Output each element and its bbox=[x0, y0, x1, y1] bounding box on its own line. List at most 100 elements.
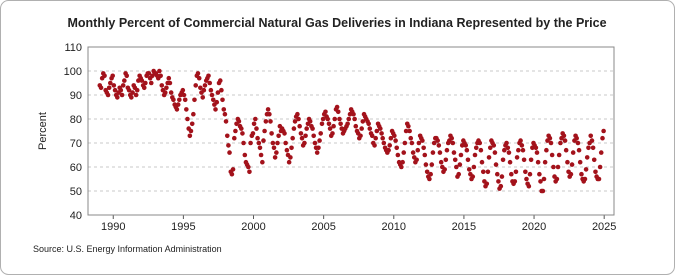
point bbox=[542, 159, 548, 165]
point bbox=[395, 152, 401, 158]
point bbox=[502, 147, 507, 153]
point bbox=[561, 133, 567, 139]
point bbox=[534, 150, 540, 155]
point bbox=[582, 176, 588, 182]
point bbox=[193, 83, 199, 88]
point bbox=[166, 75, 172, 81]
point bbox=[102, 73, 107, 79]
point bbox=[233, 128, 238, 134]
point bbox=[198, 85, 203, 91]
point bbox=[299, 135, 305, 141]
point bbox=[544, 147, 549, 153]
point bbox=[540, 188, 546, 194]
point bbox=[414, 157, 419, 163]
point bbox=[499, 174, 505, 179]
point bbox=[327, 126, 333, 131]
point bbox=[181, 92, 187, 98]
point bbox=[565, 159, 570, 165]
point bbox=[202, 83, 208, 88]
point bbox=[429, 162, 435, 167]
point bbox=[380, 135, 386, 141]
point bbox=[556, 152, 562, 158]
point bbox=[162, 90, 168, 95]
point bbox=[290, 135, 295, 141]
point bbox=[401, 150, 407, 155]
point bbox=[251, 121, 257, 127]
point bbox=[379, 131, 384, 136]
point bbox=[112, 87, 118, 93]
point bbox=[240, 131, 245, 136]
point bbox=[164, 85, 169, 91]
point bbox=[338, 121, 343, 127]
point bbox=[214, 99, 220, 105]
point bbox=[579, 171, 584, 177]
point bbox=[507, 159, 513, 165]
point bbox=[283, 140, 288, 146]
point bbox=[491, 143, 497, 148]
point bbox=[588, 133, 594, 139]
point bbox=[591, 157, 597, 163]
point bbox=[479, 159, 485, 165]
point bbox=[271, 145, 277, 151]
source-note: Source: U.S. Energy Information Administ… bbox=[33, 244, 222, 254]
point bbox=[416, 140, 422, 146]
point bbox=[187, 133, 193, 139]
point bbox=[353, 123, 359, 129]
point bbox=[437, 150, 443, 155]
point bbox=[601, 128, 606, 134]
point bbox=[586, 145, 591, 151]
point bbox=[449, 135, 455, 141]
point bbox=[478, 147, 484, 153]
point bbox=[171, 97, 176, 103]
point bbox=[487, 145, 493, 151]
point bbox=[209, 92, 215, 98]
point bbox=[304, 126, 309, 131]
point bbox=[494, 171, 500, 177]
point bbox=[184, 107, 189, 112]
point bbox=[139, 78, 145, 83]
point bbox=[307, 119, 313, 124]
point bbox=[158, 73, 163, 79]
point bbox=[250, 131, 256, 136]
point bbox=[486, 155, 492, 160]
point bbox=[563, 147, 569, 153]
point bbox=[229, 171, 235, 177]
point bbox=[254, 126, 259, 131]
point bbox=[477, 140, 483, 146]
point bbox=[220, 97, 225, 103]
point bbox=[472, 152, 478, 158]
point bbox=[516, 147, 521, 153]
point bbox=[409, 140, 415, 146]
point bbox=[436, 143, 442, 148]
point bbox=[369, 133, 375, 139]
point bbox=[345, 121, 350, 127]
point bbox=[457, 162, 463, 167]
point bbox=[298, 131, 304, 136]
point bbox=[320, 116, 326, 122]
point bbox=[207, 80, 213, 86]
point bbox=[325, 116, 331, 122]
point bbox=[346, 116, 352, 122]
point bbox=[372, 143, 377, 148]
point bbox=[498, 183, 504, 189]
point bbox=[493, 162, 499, 167]
chart-title: Monthly Percent of Commercial Natural Ga… bbox=[67, 16, 606, 30]
point bbox=[392, 133, 397, 139]
point bbox=[394, 145, 400, 151]
point bbox=[593, 169, 598, 175]
point bbox=[589, 138, 595, 143]
point bbox=[590, 145, 596, 151]
point bbox=[275, 140, 280, 146]
point bbox=[247, 169, 252, 175]
point bbox=[431, 140, 437, 146]
point bbox=[430, 150, 436, 155]
point bbox=[598, 150, 604, 155]
point bbox=[466, 167, 472, 172]
x-tick-label: 1995 bbox=[171, 221, 195, 233]
point bbox=[296, 116, 301, 122]
point bbox=[551, 164, 556, 170]
point bbox=[334, 104, 340, 110]
point bbox=[358, 133, 363, 139]
point bbox=[421, 145, 426, 151]
